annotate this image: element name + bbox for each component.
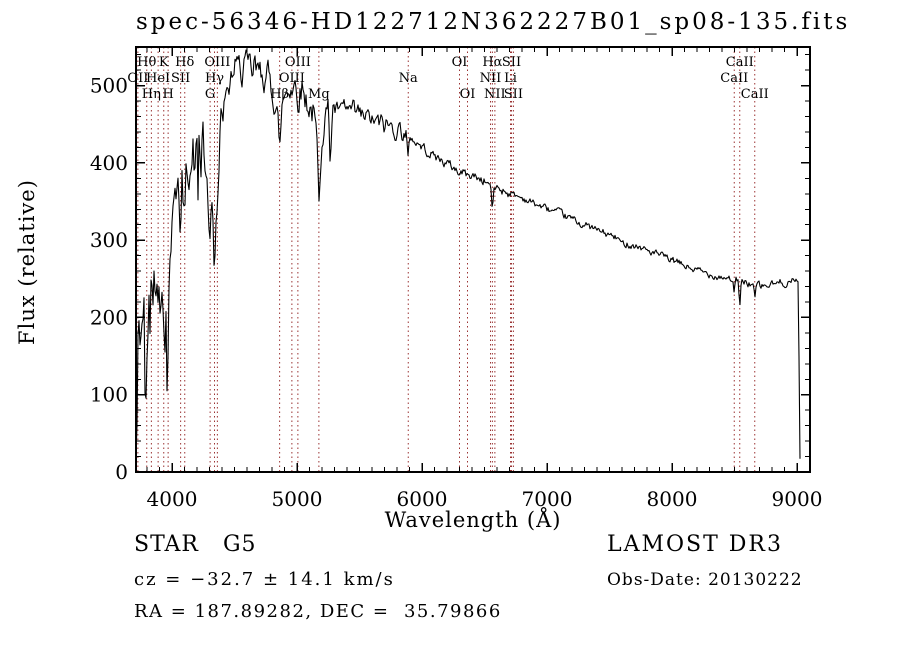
- y-axis-tick-label: 0: [115, 460, 128, 484]
- y-axis-tick-label: 500: [90, 74, 128, 98]
- y-axis-tick-label: 400: [90, 151, 128, 175]
- spectral-line-label: SII: [502, 55, 521, 70]
- spectral-line-label: SII: [504, 87, 523, 102]
- spectral-line-label: CaII: [726, 55, 754, 70]
- spectral-line-label: OIII: [285, 55, 311, 70]
- radial-velocity-text: cz = −32.7 ± 14.1 km/s: [134, 569, 395, 590]
- spectral-line-label: Hδ: [175, 55, 194, 70]
- x-axis-tick-label: 5000: [272, 487, 323, 511]
- spectral-line-label: CaII: [741, 87, 769, 102]
- spectral-line-label: Na: [399, 71, 418, 86]
- obs-date-text: Obs-Date: 20130222: [607, 570, 803, 590]
- plot-title: spec-56346-HD122712N362227B01_sp08-135.f…: [136, 9, 851, 35]
- spectral-line-label: Mg: [308, 87, 330, 102]
- plot-border: [135, 46, 811, 473]
- spectral-line-label: CaII: [720, 71, 748, 86]
- spectral-line-label: G: [205, 87, 215, 102]
- spectral-line-label: OIII: [204, 55, 230, 70]
- x-axis-tick-label: 4000: [147, 487, 198, 511]
- spectral-line-label: SII: [171, 71, 190, 86]
- spectral-line-label: OI: [452, 55, 468, 70]
- spectral-line-label: Hα: [482, 55, 502, 70]
- spectral-line-label: Hη: [142, 87, 161, 102]
- spectral-line-label: Hβ: [270, 87, 289, 102]
- object-class-text: STAR G5: [134, 532, 257, 557]
- spectral-line-label: Hθ: [137, 55, 156, 70]
- spectral-line-label: K: [159, 55, 169, 70]
- spectral-line-label: OI: [460, 87, 476, 102]
- survey-release-text: LAMOST DR3: [607, 532, 783, 557]
- spectral-line-label: OIII: [279, 71, 305, 86]
- spectral-line-label: NII: [480, 71, 502, 86]
- x-axis-tick-label: 8000: [647, 487, 698, 511]
- y-axis-tick-label: 300: [90, 228, 128, 252]
- x-axis-label: Wavelength (Å): [384, 508, 562, 532]
- y-axis-tick-label: 100: [90, 383, 128, 407]
- y-axis-tick-label: 200: [90, 305, 128, 329]
- x-axis-tick-label: 7000: [522, 487, 573, 511]
- spectral-line-label: H: [162, 87, 173, 102]
- spectrum-path: [135, 49, 801, 459]
- x-axis-tick-label: 9000: [772, 487, 823, 511]
- spectral-line-label: NII: [484, 87, 506, 102]
- spectral-line-label: OII: [127, 71, 148, 86]
- spectral-line-label: Li: [504, 71, 517, 86]
- x-axis-tick-label: 6000: [397, 487, 448, 511]
- spectral-line-label: Hγ: [205, 71, 224, 86]
- spectral-line-label: HeI: [146, 71, 170, 86]
- ra-dec-text: RA = 187.89282, DEC = 35.79866: [134, 601, 502, 622]
